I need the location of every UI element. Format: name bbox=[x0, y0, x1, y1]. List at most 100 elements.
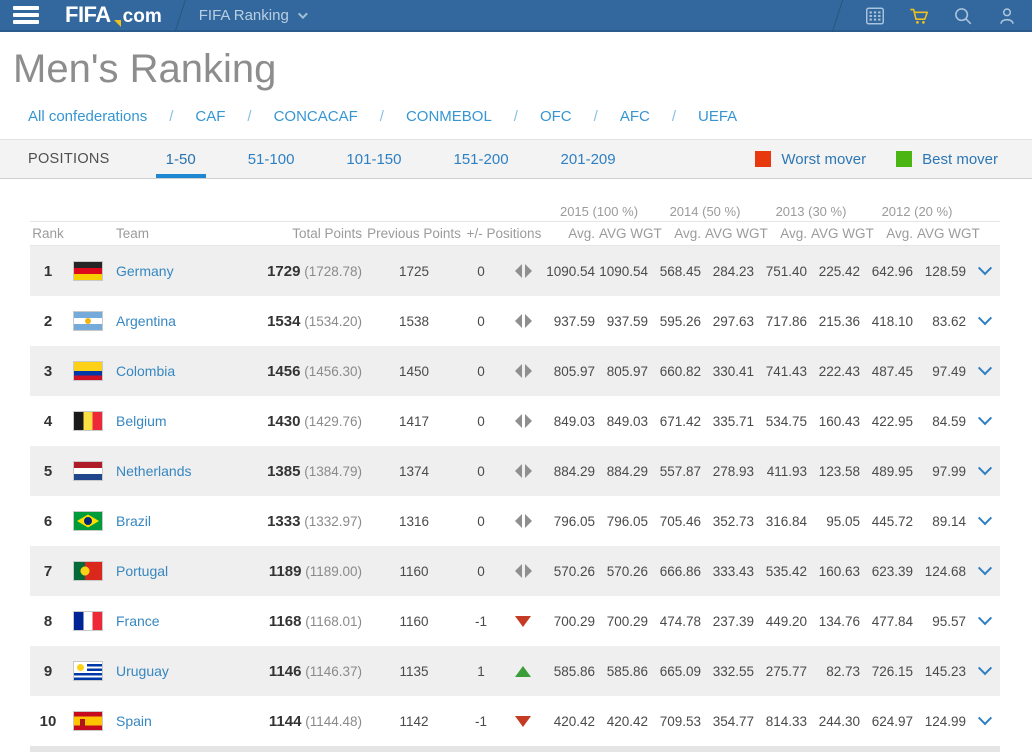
table-row: 10 Spain 1144 (1144.48) 1142 -1 420.42 4… bbox=[30, 696, 1000, 746]
avg-wgt-cell: 97.49 bbox=[932, 363, 966, 379]
total-points-cell: 1144 (1144.48) bbox=[268, 712, 362, 730]
expand-chevron-icon[interactable] bbox=[977, 361, 993, 376]
team-link[interactable]: Brazil bbox=[116, 513, 152, 529]
previous-points-cell: 1725 bbox=[398, 263, 430, 279]
total-points-cell: 1456 (1456.30) bbox=[267, 362, 362, 380]
position-change-cell: 0 bbox=[477, 413, 485, 429]
avg-wgt-cell: 796.05 bbox=[606, 513, 648, 529]
avg-wgt-cell: 352.73 bbox=[712, 513, 754, 529]
best-mover-swatch bbox=[896, 151, 913, 167]
avg-wgt-cell: 297.63 bbox=[712, 313, 754, 329]
search-icon[interactable] bbox=[952, 5, 974, 27]
avg-cell: 884.29 bbox=[553, 463, 595, 479]
expand-chevron-icon[interactable] bbox=[977, 711, 993, 726]
position-change-cell: 0 bbox=[477, 263, 485, 279]
team-flag-icon bbox=[73, 361, 103, 381]
confed-link-all[interactable]: All confederations bbox=[28, 108, 148, 125]
avg-cell: 595.26 bbox=[659, 313, 701, 329]
movement-icon bbox=[514, 564, 532, 578]
total-points-cell: 1430 (1429.76) bbox=[267, 412, 362, 430]
confed-link-uefa[interactable]: UEFA bbox=[697, 108, 738, 125]
avg-wgt-header: AVG WGT bbox=[811, 226, 874, 241]
avg-wgt-cell: 237.39 bbox=[712, 613, 754, 629]
expand-chevron-icon[interactable] bbox=[977, 411, 993, 426]
avg-cell: 796.05 bbox=[553, 513, 595, 529]
movement-icon bbox=[515, 615, 531, 627]
team-link[interactable]: Germany bbox=[116, 263, 174, 279]
table-row: 4 Belgium 1430 (1429.76) 1417 0 849.03 8… bbox=[30, 396, 1000, 446]
table-row: 3 Colombia 1456 (1456.30) 1450 0 805.97 … bbox=[30, 346, 1000, 396]
tab-51-100[interactable]: 51-100 bbox=[247, 150, 295, 168]
team-link[interactable]: Portugal bbox=[116, 563, 169, 579]
table-row: 8 France 1168 (1168.01) 1160 -1 700.29 7… bbox=[30, 596, 1000, 646]
avg-wgt-cell: 215.36 bbox=[818, 313, 860, 329]
team-link[interactable]: Netherlands bbox=[116, 463, 192, 479]
fifa-logo[interactable]: FIFA com bbox=[65, 2, 162, 28]
expand-chevron-icon[interactable] bbox=[977, 311, 993, 326]
team-link[interactable]: France bbox=[116, 613, 160, 629]
avg-wgt-cell: 134.76 bbox=[818, 613, 860, 629]
confed-link-caf[interactable]: CAF bbox=[195, 108, 226, 125]
calendar-icon[interactable] bbox=[864, 5, 886, 27]
total-points-cell: 1534 (1534.20) bbox=[267, 312, 362, 330]
section-dropdown[interactable]: FIFA Ranking bbox=[199, 7, 308, 24]
confed-link-concacaf[interactable]: CONCACAF bbox=[273, 108, 358, 125]
expand-chevron-icon[interactable] bbox=[977, 461, 993, 476]
avg-wgt-cell: 124.99 bbox=[924, 713, 966, 729]
logo-com-text: com bbox=[122, 6, 162, 27]
confed-link-ofc[interactable]: OFC bbox=[539, 108, 572, 125]
avg-wgt-header: AVG WGT bbox=[917, 226, 980, 241]
team-flag-icon bbox=[73, 411, 103, 431]
position-change-cell: 0 bbox=[477, 563, 485, 579]
cart-icon[interactable] bbox=[908, 5, 930, 27]
team-link[interactable]: Uruguay bbox=[116, 663, 169, 679]
avg-wgt-cell: 225.42 bbox=[818, 263, 860, 279]
team-link[interactable]: Spain bbox=[116, 713, 152, 729]
position-change-cell: -1 bbox=[474, 613, 487, 629]
ranking-table: 2015 (100 %) 2014 (50 %) 2013 (30 %) 201… bbox=[30, 201, 1000, 746]
avg-cell: 751.40 bbox=[765, 263, 807, 279]
confed-link-conmebol[interactable]: CONMEBOL bbox=[405, 108, 492, 125]
avg-cell: 422.95 bbox=[871, 413, 913, 429]
team-link[interactable]: Colombia bbox=[116, 363, 176, 379]
year-2013-header: 2013 (30 %) bbox=[775, 203, 847, 219]
avg-cell: 534.75 bbox=[765, 413, 807, 429]
avg-cell: 624.97 bbox=[871, 713, 913, 729]
user-icon[interactable] bbox=[996, 5, 1018, 27]
tab-151-200[interactable]: 151-200 bbox=[453, 150, 509, 168]
avg-cell: 709.53 bbox=[659, 713, 701, 729]
avg-cell: 700.29 bbox=[553, 613, 595, 629]
expand-chevron-icon[interactable] bbox=[977, 661, 993, 676]
team-link[interactable]: Belgium bbox=[116, 413, 167, 429]
team-link[interactable]: Argentina bbox=[116, 313, 176, 329]
separator: / bbox=[671, 108, 676, 125]
expand-chevron-icon[interactable] bbox=[977, 261, 993, 276]
expand-chevron-icon[interactable] bbox=[977, 611, 993, 626]
expand-chevron-icon[interactable] bbox=[977, 561, 993, 576]
avg-wgt-cell: 222.43 bbox=[818, 363, 860, 379]
confed-link-afc[interactable]: AFC bbox=[619, 108, 650, 125]
avg-cell: 445.72 bbox=[871, 513, 913, 529]
tab-201-209[interactable]: 201-209 bbox=[560, 150, 616, 168]
movement-icon bbox=[514, 464, 532, 478]
avg-cell: 1090.54 bbox=[546, 263, 595, 279]
position-change-cell: 0 bbox=[477, 313, 485, 329]
team-flag-icon bbox=[73, 711, 103, 731]
rank-cell: 2 bbox=[43, 312, 53, 330]
table-row: 6 Brazil 1333 (1332.97) 1316 0 796.05 79… bbox=[30, 496, 1000, 546]
year-2012-header: 2012 (20 %) bbox=[881, 203, 953, 219]
year-2015-header: 2015 (100 %) bbox=[559, 203, 639, 219]
avg-cell: 805.97 bbox=[553, 363, 595, 379]
avg-wgt-cell: 84.59 bbox=[932, 413, 966, 429]
positions-tab-bar: POSITIONS 1-50 51-100 101-150 151-200 20… bbox=[0, 139, 1032, 179]
position-change-header: +/- Positions bbox=[466, 226, 542, 241]
worst-mover-swatch bbox=[755, 151, 772, 167]
avg-wgt-header: AVG WGT bbox=[599, 226, 662, 241]
menu-icon[interactable] bbox=[13, 3, 39, 28]
avg-cell: 474.78 bbox=[659, 613, 701, 629]
tab-1-50[interactable]: 1-50 bbox=[155, 140, 206, 178]
expand-chevron-icon[interactable] bbox=[977, 511, 993, 526]
tab-101-150[interactable]: 101-150 bbox=[346, 150, 402, 168]
avg-cell: 849.03 bbox=[553, 413, 595, 429]
avg-wgt-cell: 333.43 bbox=[712, 563, 754, 579]
